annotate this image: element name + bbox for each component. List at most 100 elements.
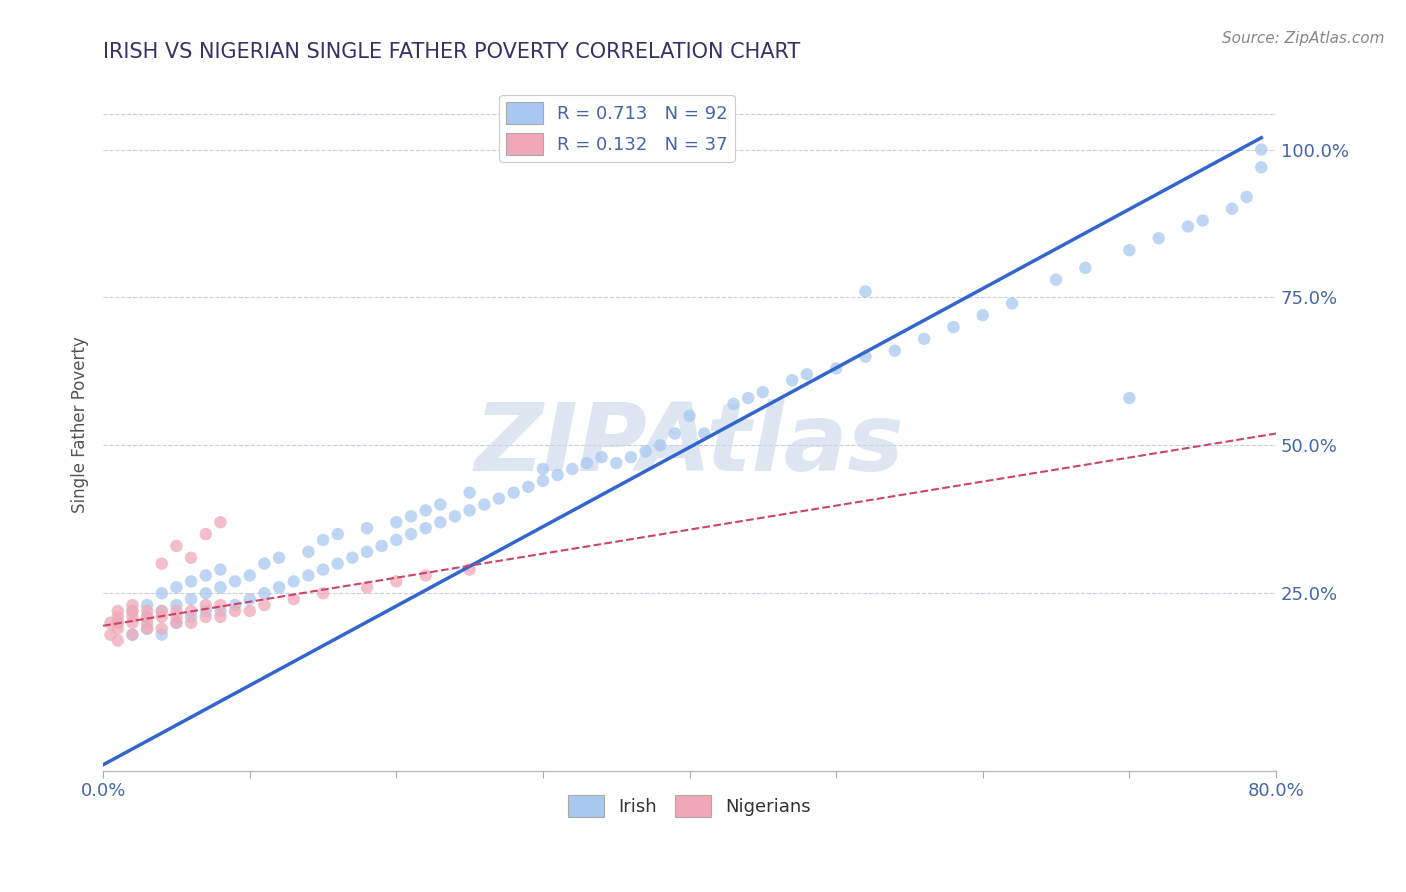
- Point: [283, 574, 305, 589]
- Point: [239, 568, 262, 582]
- Point: [1118, 391, 1140, 405]
- Point: [342, 550, 364, 565]
- Point: [165, 580, 187, 594]
- Point: [253, 557, 276, 571]
- Point: [180, 610, 202, 624]
- Point: [502, 485, 524, 500]
- Point: [972, 308, 994, 322]
- Point: [194, 598, 217, 612]
- Point: [855, 350, 877, 364]
- Point: [180, 574, 202, 589]
- Point: [209, 598, 232, 612]
- Point: [312, 533, 335, 547]
- Point: [825, 361, 848, 376]
- Point: [370, 539, 392, 553]
- Point: [356, 545, 378, 559]
- Point: [356, 521, 378, 535]
- Point: [267, 580, 290, 594]
- Point: [136, 615, 159, 630]
- Point: [107, 622, 129, 636]
- Point: [664, 426, 686, 441]
- Point: [180, 615, 202, 630]
- Point: [561, 462, 583, 476]
- Point: [297, 568, 319, 582]
- Point: [575, 456, 598, 470]
- Point: [136, 604, 159, 618]
- Point: [224, 574, 246, 589]
- Point: [531, 462, 554, 476]
- Point: [224, 604, 246, 618]
- Point: [1045, 273, 1067, 287]
- Point: [312, 563, 335, 577]
- Point: [1236, 190, 1258, 204]
- Point: [180, 592, 202, 607]
- Point: [737, 391, 759, 405]
- Point: [693, 426, 716, 441]
- Point: [415, 568, 437, 582]
- Point: [855, 285, 877, 299]
- Point: [488, 491, 510, 506]
- Point: [780, 373, 803, 387]
- Point: [605, 456, 627, 470]
- Text: ZIPAtlas: ZIPAtlas: [475, 400, 904, 491]
- Point: [121, 615, 143, 630]
- Point: [150, 610, 173, 624]
- Point: [253, 598, 276, 612]
- Point: [1220, 202, 1243, 216]
- Point: [136, 610, 159, 624]
- Point: [121, 627, 143, 641]
- Point: [224, 598, 246, 612]
- Point: [136, 622, 159, 636]
- Point: [194, 568, 217, 582]
- Point: [1147, 231, 1170, 245]
- Point: [136, 598, 159, 612]
- Text: IRISH VS NIGERIAN SINGLE FATHER POVERTY CORRELATION CHART: IRISH VS NIGERIAN SINGLE FATHER POVERTY …: [103, 42, 800, 62]
- Point: [1177, 219, 1199, 234]
- Point: [444, 509, 467, 524]
- Point: [165, 615, 187, 630]
- Point: [415, 521, 437, 535]
- Point: [385, 574, 408, 589]
- Point: [1118, 243, 1140, 257]
- Point: [121, 627, 143, 641]
- Point: [165, 604, 187, 618]
- Point: [165, 610, 187, 624]
- Point: [429, 498, 451, 512]
- Point: [253, 586, 276, 600]
- Point: [100, 627, 122, 641]
- Point: [150, 604, 173, 618]
- Point: [458, 485, 481, 500]
- Point: [620, 450, 643, 465]
- Point: [356, 580, 378, 594]
- Point: [239, 592, 262, 607]
- Point: [121, 598, 143, 612]
- Point: [883, 343, 905, 358]
- Point: [634, 444, 657, 458]
- Point: [283, 592, 305, 607]
- Point: [239, 604, 262, 618]
- Point: [150, 627, 173, 641]
- Point: [180, 604, 202, 618]
- Point: [107, 610, 129, 624]
- Point: [136, 622, 159, 636]
- Point: [107, 615, 129, 630]
- Point: [796, 368, 818, 382]
- Text: Source: ZipAtlas.com: Source: ZipAtlas.com: [1222, 31, 1385, 46]
- Point: [531, 474, 554, 488]
- Point: [326, 527, 349, 541]
- Point: [1001, 296, 1024, 310]
- Point: [1250, 161, 1272, 175]
- Point: [150, 586, 173, 600]
- Point: [150, 557, 173, 571]
- Point: [1074, 260, 1097, 275]
- Point: [650, 438, 672, 452]
- Point: [942, 320, 965, 334]
- Point: [752, 385, 775, 400]
- Point: [180, 550, 202, 565]
- Point: [723, 397, 745, 411]
- Point: [399, 527, 422, 541]
- Point: [194, 604, 217, 618]
- Point: [912, 332, 935, 346]
- Point: [547, 467, 569, 482]
- Point: [165, 615, 187, 630]
